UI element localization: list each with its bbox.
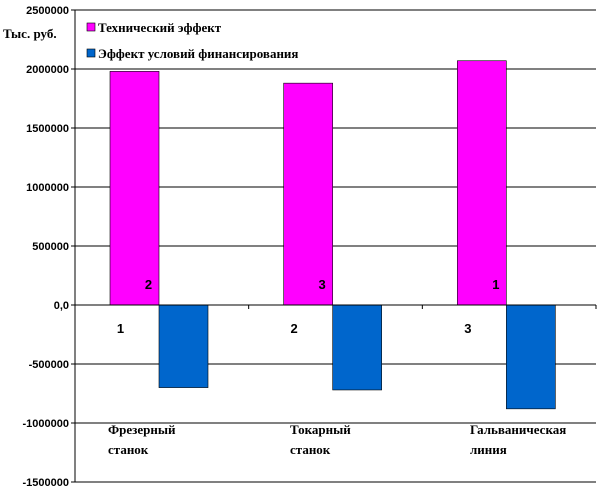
legend-entry-label: Эффект условий финансирования [98,46,298,61]
category-label: Гальваническая [470,422,566,437]
legend: Технический эффект Эффект условий финанси… [86,20,298,61]
legend-entry-label: Технический эффект [98,20,222,35]
bar-rank-label: 2 [145,277,152,292]
category-labels: 1 2 3 2 3 1 Фрезерный станок Токарный станок Гальв… [108,277,566,457]
category-label: линия [470,442,507,457]
bar [506,304,556,410]
bar [109,71,160,306]
legend-swatch [86,48,96,58]
category-label: Токарный [290,422,351,437]
bar [158,304,209,388]
category-label: станок [290,442,331,457]
bar-rank-label: 3 [319,277,326,292]
y-tick-label: 500000 [32,241,69,253]
y-tick-label: 2000000 [26,64,69,76]
y-tick-label: 1000000 [26,182,69,194]
y-tick-label: 1500000 [26,123,69,135]
bar-rank-label: 1 [492,277,499,292]
category-label: Фрезерный [108,422,176,437]
bar [283,82,333,306]
bar-rank-label: 1 [117,321,124,336]
bar [457,60,507,306]
bars [109,60,556,410]
legend-swatch [86,22,96,32]
bar-rank-label: 3 [464,321,471,336]
bar [332,304,382,391]
category-label: станок [108,442,149,457]
axes [74,10,597,482]
y-tick-label: -1500000 [23,477,70,489]
y-axis-unit-label: Тыс. руб. [3,26,57,41]
bar-rank-label: 2 [291,321,298,336]
y-axis-ticks: 2500000 2000000 1500000 1000000 500000 0,0 -50… [23,5,75,489]
y-tick-label: -1000000 [23,418,70,430]
y-tick-label: 2500000 [26,5,69,17]
y-tick-label: 0,0 [54,300,69,312]
y-tick-label: -500000 [29,359,69,371]
